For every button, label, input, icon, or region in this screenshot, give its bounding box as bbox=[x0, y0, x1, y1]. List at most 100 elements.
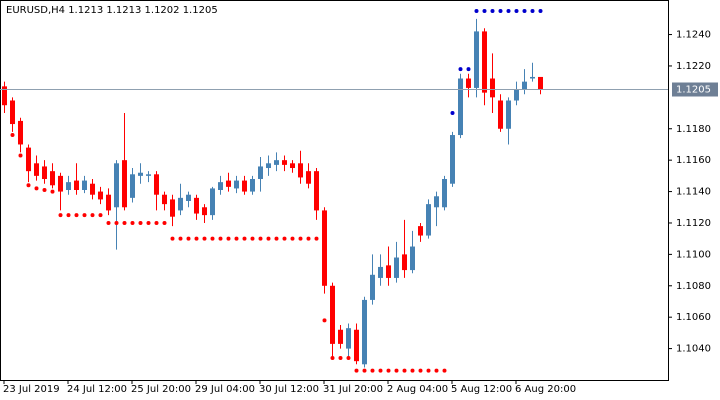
candle-body bbox=[42, 166, 47, 180]
candle-body bbox=[186, 194, 191, 201]
candle-body bbox=[210, 188, 215, 216]
indicator-dot bbox=[34, 186, 39, 191]
y-tick-label: 1.1140 bbox=[676, 187, 711, 198]
indicator-dot bbox=[218, 236, 223, 241]
candle-body bbox=[498, 100, 503, 129]
candle-body bbox=[18, 120, 23, 145]
indicator-dot bbox=[74, 213, 79, 218]
candle-body bbox=[442, 179, 447, 208]
indicator-dot bbox=[346, 356, 351, 361]
indicator-dot bbox=[394, 368, 399, 373]
candle-body bbox=[298, 163, 303, 178]
candle-body bbox=[482, 31, 487, 93]
indicator-dot bbox=[210, 236, 215, 241]
candle-body bbox=[474, 31, 479, 88]
y-tick-label: 1.1100 bbox=[676, 249, 711, 260]
candle-body bbox=[394, 257, 399, 278]
indicator-dot bbox=[258, 236, 263, 241]
candle-body bbox=[306, 171, 311, 184]
indicator-dot bbox=[314, 236, 319, 241]
indicator-dot bbox=[442, 368, 447, 373]
x-tick-label: 5 Aug 12:00 bbox=[451, 384, 512, 395]
x-tick-label: 6 Aug 20:00 bbox=[515, 384, 576, 395]
indicator-dot bbox=[250, 236, 255, 241]
y-tick-label: 1.1180 bbox=[676, 124, 711, 135]
indicator-dot bbox=[106, 220, 111, 225]
candle-body bbox=[418, 226, 423, 236]
x-tick-label: 29 Jul 04:00 bbox=[195, 384, 255, 395]
indicator-dot bbox=[66, 213, 71, 218]
indicator-dot bbox=[290, 236, 295, 241]
last-price-label: 1.1205 bbox=[676, 85, 711, 96]
indicator-dot bbox=[130, 220, 135, 225]
indicator-dot bbox=[138, 220, 143, 225]
candle-body bbox=[106, 194, 111, 211]
candle-body bbox=[226, 180, 231, 187]
indicator-dot bbox=[202, 236, 207, 241]
indicator-dot bbox=[50, 189, 55, 194]
candle-body bbox=[330, 285, 335, 344]
indicator-dot bbox=[170, 236, 175, 241]
candle-body bbox=[370, 274, 375, 300]
indicator-dot bbox=[538, 8, 543, 13]
y-tick-label: 1.1080 bbox=[676, 281, 711, 292]
y-tick-label: 1.1120 bbox=[676, 218, 711, 229]
candle-body bbox=[130, 174, 135, 198]
indicator-dot bbox=[378, 368, 383, 373]
candle-body bbox=[50, 171, 55, 186]
candle-body bbox=[274, 160, 279, 165]
indicator-dot bbox=[490, 8, 495, 13]
candle-body bbox=[90, 183, 95, 195]
candle-body bbox=[122, 160, 127, 208]
indicator-dot bbox=[330, 356, 335, 361]
indicator-dot bbox=[514, 8, 519, 13]
indicator-dot bbox=[474, 8, 479, 13]
candle-body bbox=[138, 172, 143, 176]
candle-body bbox=[530, 76, 535, 79]
y-tick-label: 1.1220 bbox=[676, 61, 711, 72]
candle-body bbox=[514, 89, 519, 101]
indicator-dot bbox=[162, 220, 167, 225]
indicator-dot bbox=[458, 67, 463, 72]
candle-body bbox=[2, 86, 7, 106]
indicator-dot bbox=[322, 318, 327, 323]
indicator-dot bbox=[122, 220, 127, 225]
candle-body bbox=[290, 163, 295, 169]
x-tick-label: 24 Jul 12:00 bbox=[67, 384, 127, 395]
indicator-dot bbox=[266, 236, 271, 241]
candle-body bbox=[234, 180, 239, 189]
candle-body bbox=[26, 147, 31, 172]
candle-body bbox=[242, 180, 247, 192]
candle-body bbox=[202, 207, 207, 216]
y-tick-label: 1.1160 bbox=[676, 155, 711, 166]
indicator-dot bbox=[242, 236, 247, 241]
candle-body bbox=[258, 166, 263, 180]
candle-body bbox=[402, 254, 407, 271]
candle-body bbox=[506, 100, 511, 129]
indicator-dot bbox=[10, 133, 15, 138]
indicator-dot bbox=[282, 236, 287, 241]
candle-body bbox=[66, 182, 71, 190]
indicator-dot bbox=[418, 368, 423, 373]
candle-body bbox=[378, 266, 383, 278]
candle-body bbox=[154, 174, 159, 195]
indicator-dot bbox=[178, 236, 183, 241]
candle-body bbox=[426, 204, 431, 236]
candle-body bbox=[178, 197, 183, 211]
indicator-dot bbox=[498, 8, 503, 13]
indicator-dot bbox=[90, 213, 95, 218]
candle-body bbox=[322, 210, 327, 286]
indicator-dot bbox=[146, 220, 151, 225]
candle-body bbox=[250, 179, 255, 192]
indicator-dot bbox=[114, 220, 119, 225]
indicator-dot bbox=[354, 368, 359, 373]
plot-frame bbox=[0, 0, 669, 381]
x-tick-label: 30 Jul 12:00 bbox=[259, 384, 319, 395]
x-tick-label: 31 Jul 20:00 bbox=[323, 384, 383, 395]
candle-body bbox=[354, 329, 359, 362]
indicator-dot bbox=[98, 213, 103, 218]
indicator-dot bbox=[82, 213, 87, 218]
candle-body bbox=[434, 196, 439, 208]
candle-body bbox=[314, 171, 319, 211]
candle-body bbox=[10, 100, 15, 125]
